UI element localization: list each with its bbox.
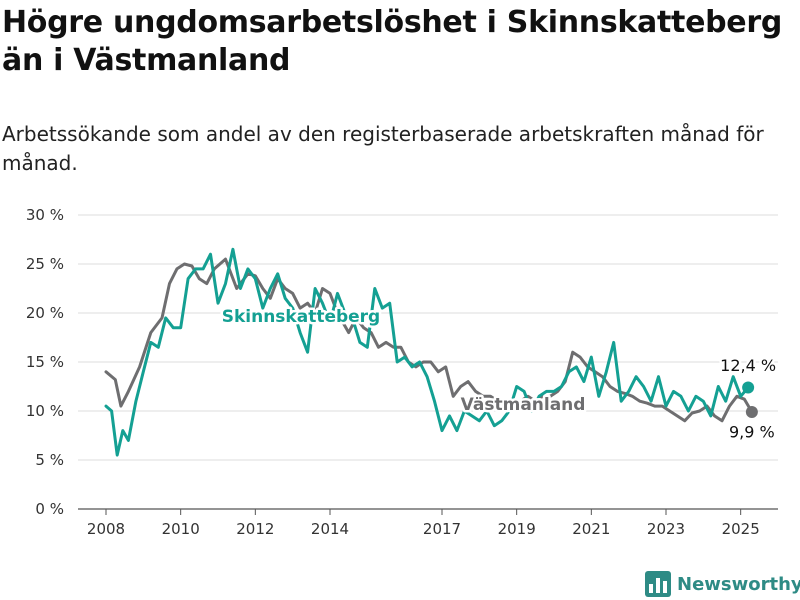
y-tick-label: 25 %	[26, 255, 64, 273]
end-value-label-vastmanland: 9,9 %	[729, 422, 775, 441]
y-tick-label: 30 %	[26, 206, 64, 224]
end-point-skinnskatteberg	[742, 381, 755, 394]
x-tick-label: 2023	[647, 520, 685, 538]
x-tick-label: 2021	[572, 520, 610, 538]
y-tick-label: 15 %	[26, 353, 64, 371]
series-label-skinnskatteberg: Skinnskatteberg	[222, 307, 381, 327]
x-tick-label: 2014	[311, 520, 349, 538]
y-tick-label: 0 %	[35, 500, 64, 518]
page-subtitle: Arbetssökande som andel av den registerb…	[2, 122, 764, 175]
x-tick-label: 2017	[423, 520, 461, 538]
brand-name: Newsworthy	[677, 573, 800, 595]
series-line-västmanland	[104, 257, 754, 423]
series-labels: Skinnskatteberg Västmanland 12,4 % 9,9 %	[219, 304, 778, 444]
series-line-skinnskatteberg	[104, 247, 750, 457]
y-axis-ticks: 0 % 5 % 10 % 15 % 20 % 25 % 30 %	[26, 206, 64, 518]
series-lines	[104, 247, 758, 457]
x-tick-label: 2019	[498, 520, 536, 538]
page-title: Högre ungdomsarbetslöshet i Skinnskatteb…	[2, 5, 783, 78]
x-tick-label: 2008	[87, 520, 125, 538]
end-value-label-skinnskatteberg: 12,4 %	[720, 356, 776, 375]
series-label-vastmanland: Västmanland	[461, 395, 586, 415]
gridlines	[78, 214, 778, 510]
x-tick-label: 2010	[162, 520, 200, 538]
x-axis-ticks: 2008 2010 2012 2014 2017 2019 2021 2023 2025	[87, 509, 760, 538]
end-point-västmanland	[745, 405, 758, 418]
newsworthy-logo[interactable]: Newsworthy	[645, 569, 800, 599]
y-tick-label: 20 %	[26, 304, 64, 322]
x-tick-label: 2012	[236, 520, 274, 538]
y-tick-label: 10 %	[26, 402, 64, 420]
bar-chart-logo-icon	[645, 571, 671, 597]
y-tick-label: 5 %	[35, 451, 64, 469]
x-tick-label: 2025	[722, 520, 760, 538]
